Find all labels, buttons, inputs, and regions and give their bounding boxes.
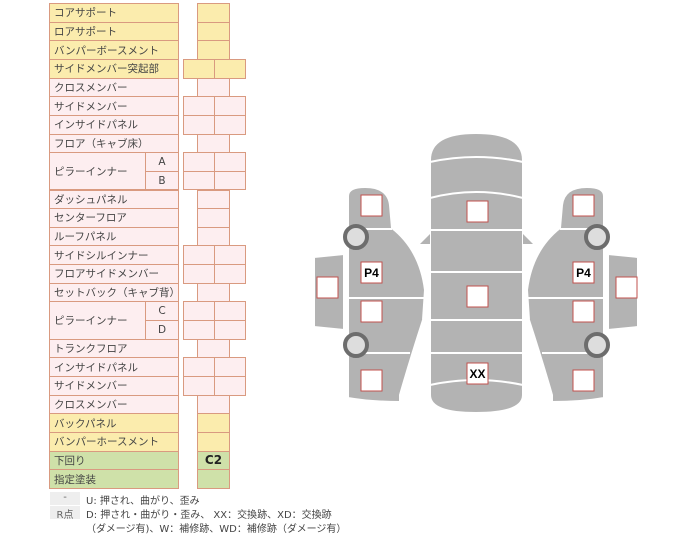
row-label: クロスメンバー <box>49 77 179 98</box>
rank-cell[interactable] <box>197 469 230 489</box>
tire-icon <box>584 332 610 358</box>
legend-text: （ダメージ有)、W：補修跡、WD：補修跡（ダメージ有） <box>86 524 347 535</box>
marker-left-front-door[interactable] <box>360 261 383 284</box>
row-label: サイドシルインナー <box>49 245 179 266</box>
marker-left-rear-door[interactable] <box>360 300 383 323</box>
row-label: ピラーインナー <box>49 301 146 340</box>
rank-cell-right[interactable] <box>214 58 246 79</box>
marker-label: P4 <box>576 266 591 280</box>
rank-cell-right[interactable] <box>214 376 246 396</box>
tire-icon <box>343 332 369 358</box>
rank-cell-right[interactable] <box>214 320 246 340</box>
marker-center-rear[interactable] <box>466 362 489 385</box>
legend-text: D: 押され・曲がり・歪み、 XX：交換跡、XD：交換跡 <box>86 510 332 521</box>
left-side-view <box>347 185 427 404</box>
row-label: サイドメンバー <box>49 96 179 116</box>
rank-cell-right[interactable] <box>214 264 246 284</box>
rank-cell-right[interactable] <box>214 170 246 191</box>
tire-icon <box>584 224 610 250</box>
tire-icon <box>343 224 369 250</box>
marker-left-mirror-door[interactable] <box>316 276 339 299</box>
marker-label: XX <box>469 367 485 381</box>
row-sublabel: A <box>145 152 179 172</box>
marker-center-front[interactable] <box>466 200 489 223</box>
marker-right-rear-door[interactable] <box>572 300 595 323</box>
row-label: フロアサイドメンバー <box>49 264 179 284</box>
row-label: インサイドパネル <box>49 114 179 135</box>
row-label: サイドメンバー突起部 <box>49 58 179 79</box>
marker-right-rear-quarter[interactable] <box>572 369 595 392</box>
front-bumper-line <box>429 156 524 163</box>
row-sublabel: C <box>145 301 179 322</box>
row-label: 指定塗装 <box>49 469 179 489</box>
marker-right-front-door[interactable] <box>572 261 595 284</box>
row-label: フロア（キャブ床） <box>49 133 179 154</box>
hood-line <box>429 191 524 199</box>
row-label: バンパーボースメント <box>49 40 179 60</box>
row-label: センターフロア <box>49 208 179 228</box>
row-label: クロスメンバー <box>49 394 179 415</box>
rank-cell[interactable]: C2 <box>197 450 230 471</box>
marker-right-front-fender[interactable] <box>572 194 595 217</box>
marker-right-mirror-door[interactable] <box>615 276 638 299</box>
legend-text: U: 押され、曲がり、歪み <box>86 496 200 507</box>
marker-left-rear-quarter[interactable] <box>360 369 383 392</box>
marker-left-front-fender[interactable] <box>360 194 383 217</box>
tires <box>343 224 610 358</box>
legend-key: - <box>50 492 80 505</box>
legend-key: R点 <box>50 506 80 521</box>
row-label: バンパーホースメント <box>49 431 179 452</box>
marker-label: P4 <box>364 266 379 280</box>
row-label: ピラーインナー <box>49 152 146 191</box>
marker-center-roof[interactable] <box>466 285 489 308</box>
row-label: バックパネル <box>49 413 179 433</box>
rank-cell-right[interactable] <box>214 114 246 135</box>
